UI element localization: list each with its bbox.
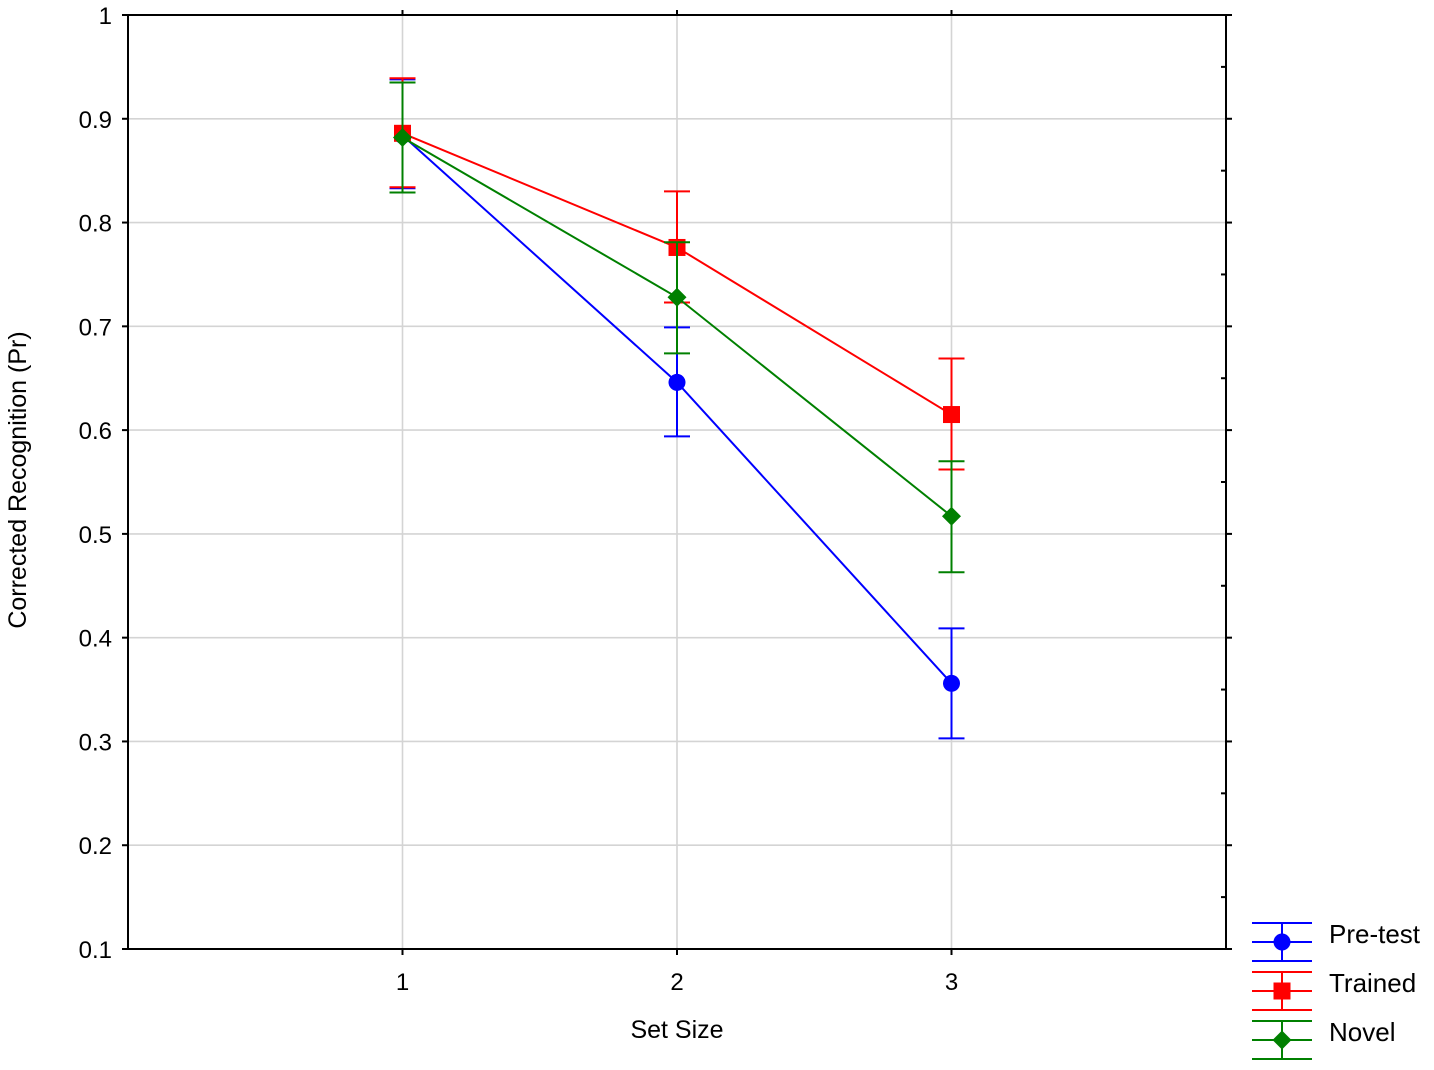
y-tick-label: 0.8 [79, 211, 112, 238]
legend: Pre-test Trained Novel [1252, 919, 1421, 1060]
legend-marker [1272, 1030, 1292, 1050]
x-tick-label: 3 [945, 969, 958, 996]
legend-label: Trained [1329, 968, 1416, 998]
data-point [943, 674, 960, 692]
y-tick-label: 0.9 [79, 107, 112, 134]
legend-item: Pre-test [1252, 919, 1421, 962]
y-tick-label: 0.4 [79, 626, 112, 653]
x-tick-label: 2 [670, 969, 683, 996]
legend-label: Pre-test [1329, 919, 1421, 949]
data-point [668, 373, 686, 391]
y-tick-label: 0.3 [79, 729, 112, 756]
data-point [943, 406, 960, 424]
y-tick-label: 1 [99, 3, 112, 30]
y-tick-label: 0.2 [79, 833, 112, 860]
legend-item: Trained [1252, 968, 1416, 1011]
data-point [393, 127, 412, 147]
data-point [942, 506, 961, 526]
y-tick-label: 0.1 [79, 937, 112, 964]
y-tick-label: 0.5 [79, 522, 112, 549]
y-axis-title: Corrected Recognition (Pr) [4, 331, 32, 628]
legend-item: Novel [1252, 1017, 1395, 1060]
grid-lines [128, 15, 1226, 949]
axis-ticks [122, 10, 1232, 955]
legend-marker [1273, 982, 1291, 1000]
x-tick-label: 1 [396, 969, 409, 996]
legend-label: Novel [1329, 1017, 1395, 1047]
x-axis-title: Set Size [630, 1016, 723, 1044]
legend-marker [1273, 933, 1291, 951]
series-novel [389, 81, 965, 574]
y-tick-label: 0.7 [79, 314, 112, 341]
y-tick-label: 0.6 [79, 418, 112, 445]
data-point [667, 287, 687, 307]
